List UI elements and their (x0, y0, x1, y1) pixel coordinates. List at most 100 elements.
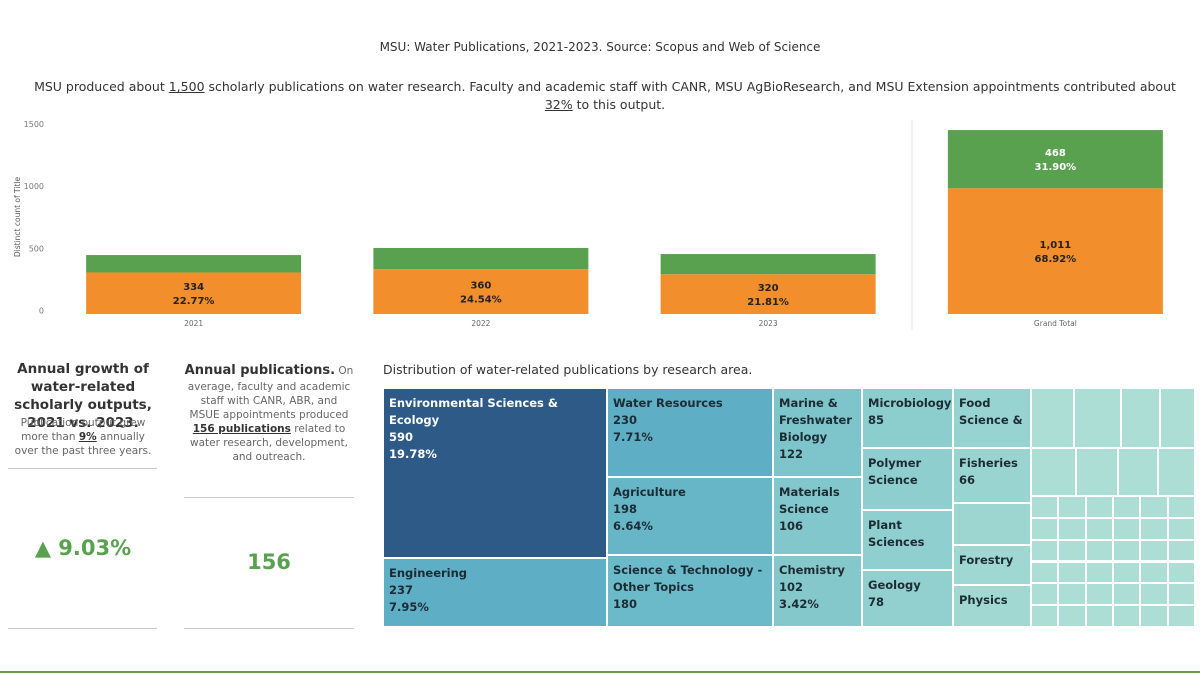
treemap-minor-tile (1058, 539, 1086, 562)
treemap-minor-tile (1031, 605, 1059, 627)
separator (184, 628, 354, 629)
treemap-minor-tile (1140, 539, 1168, 562)
kpi-highlight: 9% (78, 431, 97, 443)
summary-highlight: 1,500 (168, 79, 205, 94)
tile-name: Agriculture (613, 485, 686, 499)
treemap-minor-tile (1076, 448, 1118, 496)
treemap-minor-tile (1085, 561, 1113, 584)
treemap-minor-tile (1158, 448, 1195, 496)
treemap-minor-tile (1167, 496, 1195, 518)
tile-name: Fisheries (959, 456, 1018, 470)
treemap-minor-tile (1058, 496, 1086, 518)
tile-name: Environmental Sciences & Ecology (389, 396, 558, 427)
treemap-minor-tile (1140, 583, 1168, 606)
summary: MSU produced about 1,500 scholarly publi… (20, 78, 1190, 114)
treemap-tile: Marine & Freshwater Biology 122 (773, 388, 862, 477)
summary-text: to this output. (572, 97, 666, 112)
tile-name: Polymer Science (868, 456, 922, 487)
treemap-tile: Chemistry 102 3.42% (773, 555, 862, 627)
tile-value: 78 (868, 595, 885, 609)
tile-share: 19.78% (389, 447, 437, 461)
treemap-minor-tile (1085, 539, 1113, 562)
tile-label: Science & Technology - Other Topics 180 (613, 562, 769, 613)
treemap-title: Distribution of water-related publicatio… (383, 362, 753, 377)
tile-label: Water Resources 230 7.71% (613, 395, 769, 446)
tile-name: Engineering (389, 566, 468, 580)
kpi-title: Annual publications. (184, 363, 336, 378)
treemap-minor-tile (1085, 517, 1113, 540)
y-tick-label: 1500 (24, 120, 44, 129)
treemap-tile: Polymer Science (862, 448, 953, 510)
treemap-minor-tile (1031, 496, 1059, 518)
treemap-minor-tile (1140, 605, 1168, 627)
treemap-minor-tile (1167, 583, 1195, 606)
kpi-text: annually over the past three years. (14, 431, 152, 457)
kpi-value: 156 (247, 550, 291, 574)
treemap-minor-tile (1058, 561, 1086, 584)
kpi-body: Publication output grew more than 9% ann… (8, 416, 158, 458)
treemap-minor-tile (953, 503, 1031, 545)
treemap-minor-tile (1031, 539, 1059, 562)
treemap-tile: Microbiology 85 (862, 388, 953, 448)
tile-label: Forestry (959, 552, 1027, 569)
treemap-minor-tile (1085, 583, 1113, 606)
treemap-minor-tile (1085, 496, 1113, 518)
treemap-tile: Fisheries 66 (953, 448, 1031, 503)
treemap-minor-tile (1058, 605, 1086, 627)
treemap-minor-tile (1113, 561, 1141, 584)
tile-label: Fisheries 66 (959, 455, 1027, 489)
tile-label: Marine & Freshwater Biology 122 (779, 395, 858, 463)
tile-value: 237 (389, 583, 414, 597)
tile-name: Food Science & (959, 396, 1023, 427)
bar-segment (660, 274, 876, 314)
tile-label: Microbiology 85 (868, 395, 951, 429)
summary-text: MSU produced about (34, 79, 169, 94)
treemap-tile: Agriculture 198 6.64% (607, 477, 773, 555)
tile-share: 6.64% (613, 519, 653, 533)
tile-value: 85 (868, 413, 885, 427)
treemap-tile: Engineering 237 7.95% (383, 558, 607, 627)
separator (184, 497, 354, 498)
summary-text: scholarly publications on water research… (204, 79, 1176, 94)
tile-name: Physics (959, 593, 1008, 607)
treemap-minor-tile (1140, 517, 1168, 540)
treemap-minor-tile (1113, 583, 1141, 606)
kpi-value: ▲ 9.03% (34, 536, 132, 560)
treemap-minor-tile (1167, 517, 1195, 540)
tile-label: Polymer Science (868, 455, 949, 489)
tile-label: Engineering 237 7.95% (389, 565, 603, 616)
treemap-tile: Food Science & (953, 388, 1031, 448)
share-label: 24.54% (460, 295, 502, 306)
bar-segment (373, 247, 589, 270)
treemap-tile: Water Resources 230 7.71% (607, 388, 773, 477)
tile-share: 7.71% (613, 430, 653, 444)
treemap-minor-tile (1140, 496, 1168, 518)
tile-label: Food Science & (959, 395, 1027, 429)
tile-value: 66 (959, 473, 976, 487)
tile-value: 590 (389, 430, 414, 444)
treemap-minor-tile (1031, 388, 1074, 448)
summary-highlight: 32% (544, 97, 573, 112)
value-label: 320 (758, 283, 779, 294)
bar-segment (373, 269, 589, 314)
treemap-minor-tile (1140, 561, 1168, 584)
treemap-minor-tile (1167, 605, 1195, 627)
value-label: 1,011 (1040, 240, 1072, 251)
y-tick-label: 1000 (24, 182, 44, 191)
bar-chart: 0 500 1000 1500 Distinct count of Title 2021 3… (13, 120, 1163, 330)
treemap-minor-tile (1031, 561, 1059, 584)
y-axis-label: Distinct count of Title (13, 177, 22, 258)
tile-value: 106 (779, 519, 804, 533)
share-label: 22.77% (173, 296, 215, 307)
tile-value: 198 (613, 502, 638, 516)
y-tick-label: 0 (39, 307, 44, 316)
tile-name: Marine & Freshwater Biology (779, 396, 852, 444)
dashboard-title: MSU: Water Publications, 2021-2023. Sour… (379, 40, 821, 54)
tile-value: 102 (779, 580, 804, 594)
kpi-highlight: 156 publications (192, 423, 291, 435)
treemap-tile: Geology 78 (862, 570, 953, 627)
y-tick-label: 500 (29, 244, 44, 253)
bar-segment (947, 130, 1163, 189)
tile-label: Plant Sciences (868, 517, 949, 551)
x-tick-label: 2023 (759, 319, 778, 328)
